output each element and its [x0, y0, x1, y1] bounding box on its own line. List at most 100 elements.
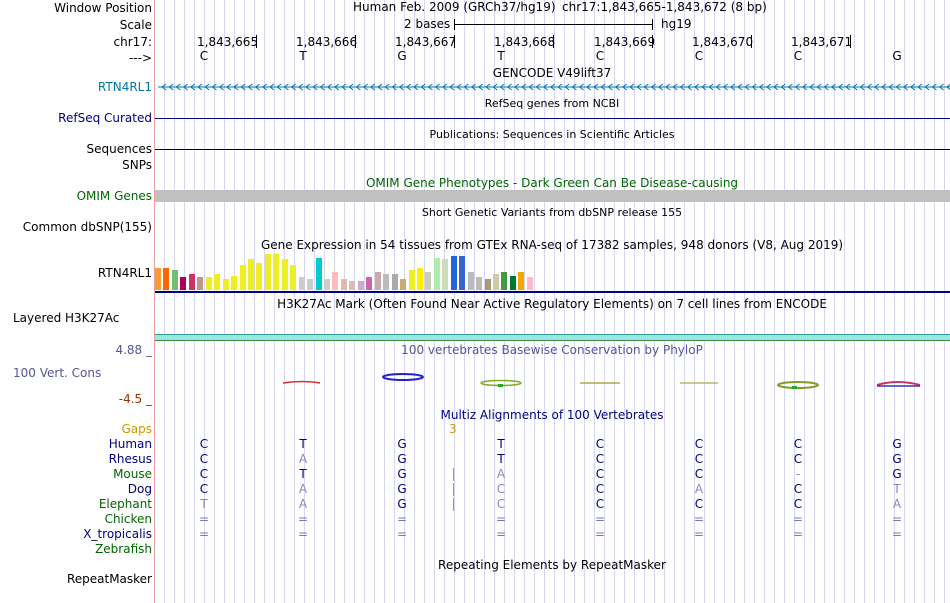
sequences-label[interactable]: Sequences	[86, 142, 152, 156]
gtex-tissue-bar[interactable]	[433, 257, 440, 290]
layered-h3k27ac-label[interactable]: Layered H3K27Ac	[13, 311, 120, 325]
gtex-tissue-bar[interactable]	[374, 272, 381, 290]
strand-arrow	[823, 83, 829, 91]
gtex-tissue-bar[interactable]	[197, 277, 204, 290]
gtex-tissue-bar[interactable]	[450, 255, 457, 290]
strand-arrow	[477, 83, 484, 91]
ruler-base: C	[199, 49, 209, 63]
strand-arrow	[485, 83, 491, 91]
gtex-tissue-bar[interactable]	[222, 279, 229, 290]
alignment-base-x_tropicalis: =	[594, 527, 606, 541]
snps-label[interactable]: SNPs	[122, 158, 152, 172]
gtex-tissue-bar[interactable]	[281, 259, 288, 290]
gtex-tissue-bar[interactable]	[171, 270, 178, 290]
gtex-tissue-bar[interactable]	[324, 279, 330, 290]
gtex-tissue-bar[interactable]	[315, 257, 322, 290]
strand-arrow	[283, 83, 289, 91]
alignment-base-rhesus: G	[397, 452, 407, 466]
gtex-tissue-bar[interactable]	[357, 281, 364, 290]
strand-arrow	[938, 83, 944, 91]
gtex-tissue-bar[interactable]	[239, 264, 246, 290]
ruler-coord: 1,843,665	[197, 35, 259, 49]
rtn4rl1-gene-label[interactable]: RTN4RL1	[97, 80, 152, 94]
strand-arrow	[830, 83, 836, 91]
omim-gene-bar[interactable]	[155, 190, 950, 202]
dbsnp-track-title: Short Genetic Variants from dbSNP releas…	[421, 206, 683, 219]
gtex-tissue-bar[interactable]	[298, 277, 305, 290]
alignment-base-chicken: =	[396, 512, 408, 526]
omim-genes-label[interactable]: OMIM Genes	[76, 189, 152, 203]
alignment-base-human: G	[397, 437, 407, 451]
gtex-tissue-bar[interactable]	[484, 279, 491, 290]
gtex-tissue-bar[interactable]	[273, 254, 280, 290]
gtex-tissue-bar[interactable]	[349, 281, 356, 290]
strand-arrow	[456, 83, 462, 91]
strand-arrow	[643, 83, 649, 91]
gtex-tissue-bar[interactable]	[163, 268, 170, 290]
gtex-tissue-bar[interactable]	[526, 277, 533, 290]
gtex-tissue-bar[interactable]	[416, 268, 423, 290]
h3k27ac-track-title: H3K27Ac Mark (Often Found Near Active Re…	[277, 297, 827, 311]
gtex-tissue-bar[interactable]	[509, 275, 516, 290]
alignment-base-rhesus: T	[497, 452, 505, 466]
gtex-tissue-bar[interactable]	[231, 275, 238, 290]
gaps-count: 3	[449, 422, 457, 436]
strand-arrow	[737, 83, 743, 91]
gtex-tissue-bar[interactable]	[476, 277, 483, 290]
common-dbsnp-label[interactable]: Common dbSNP(155)	[22, 220, 152, 234]
refseq-curated-label[interactable]: RefSeq Curated	[58, 111, 152, 125]
gtex-tissue-bar[interactable]	[425, 272, 432, 290]
strand-arrow	[204, 83, 210, 91]
strand-arrow	[319, 83, 325, 91]
gtex-tissue-bar[interactable]	[214, 273, 221, 290]
gtex-tissue-bar[interactable]	[518, 272, 525, 290]
strand-arrow	[189, 83, 196, 91]
gtex-tissue-bar[interactable]	[180, 277, 187, 290]
rtn4rl1-gene-feature[interactable]	[158, 81, 950, 93]
gtex-tissue-bar[interactable]	[205, 277, 212, 290]
strand-arrow	[434, 83, 440, 91]
gtex-expression-chart[interactable]	[155, 254, 535, 290]
strand-arrow	[233, 83, 239, 91]
gtex-tissue-bar[interactable]	[307, 279, 314, 290]
refseq-gene-line[interactable]	[155, 118, 950, 119]
gtex-tissue-bar[interactable]	[383, 273, 390, 290]
alignment-base-human: C	[199, 437, 209, 451]
gtex-tissue-bar[interactable]	[391, 273, 398, 290]
gtex-tissue-bar[interactable]	[408, 270, 415, 290]
gtex-tissue-bar[interactable]	[400, 279, 407, 290]
gtex-tissue-bar[interactable]	[459, 255, 466, 290]
sidebar-divider	[154, 0, 155, 603]
gtex-tissue-bar[interactable]	[501, 272, 508, 290]
species-human-label: Human	[108, 437, 152, 451]
strand-arrow	[866, 83, 872, 91]
alignment-base-mouse: T	[299, 467, 307, 481]
strand-arrow	[427, 83, 433, 91]
phylop-conservation-plot[interactable]	[155, 370, 950, 395]
vert-cons-label[interactable]: 100 Vert. Cons	[13, 366, 102, 380]
ruler-tick	[850, 35, 851, 48]
repeatmasker-label[interactable]: RepeatMasker	[66, 572, 152, 586]
gtex-tissue-bar[interactable]	[290, 264, 297, 290]
strand-arrow	[600, 83, 606, 91]
gtex-tissue-bar[interactable]	[493, 273, 499, 290]
strand-arrow	[758, 83, 764, 91]
strand-arrow	[240, 83, 246, 91]
strand-arrow	[269, 83, 275, 91]
strand-arrow	[845, 83, 851, 91]
gtex-tissue-bar[interactable]	[256, 263, 263, 290]
gtex-tissue-bar[interactable]	[340, 279, 347, 290]
gtex-tissue-bar[interactable]	[467, 272, 474, 290]
strand-arrow	[542, 83, 548, 91]
gtex-tissue-bar[interactable]	[442, 259, 449, 290]
gtex-tissue-bar[interactable]	[264, 254, 271, 290]
h3k27ac-signal[interactable]	[155, 334, 950, 341]
gtex-tissue-bar[interactable]	[155, 268, 161, 290]
gtex-tissue-bar[interactable]	[188, 273, 195, 290]
rtn4rl1-expression-label[interactable]: RTN4RL1	[97, 266, 152, 280]
strand-arrow	[945, 83, 950, 91]
gtex-tissue-bar[interactable]	[332, 272, 339, 290]
sequences-line[interactable]	[155, 149, 950, 150]
gtex-tissue-bar[interactable]	[366, 277, 373, 290]
gtex-tissue-bar[interactable]	[247, 259, 254, 290]
